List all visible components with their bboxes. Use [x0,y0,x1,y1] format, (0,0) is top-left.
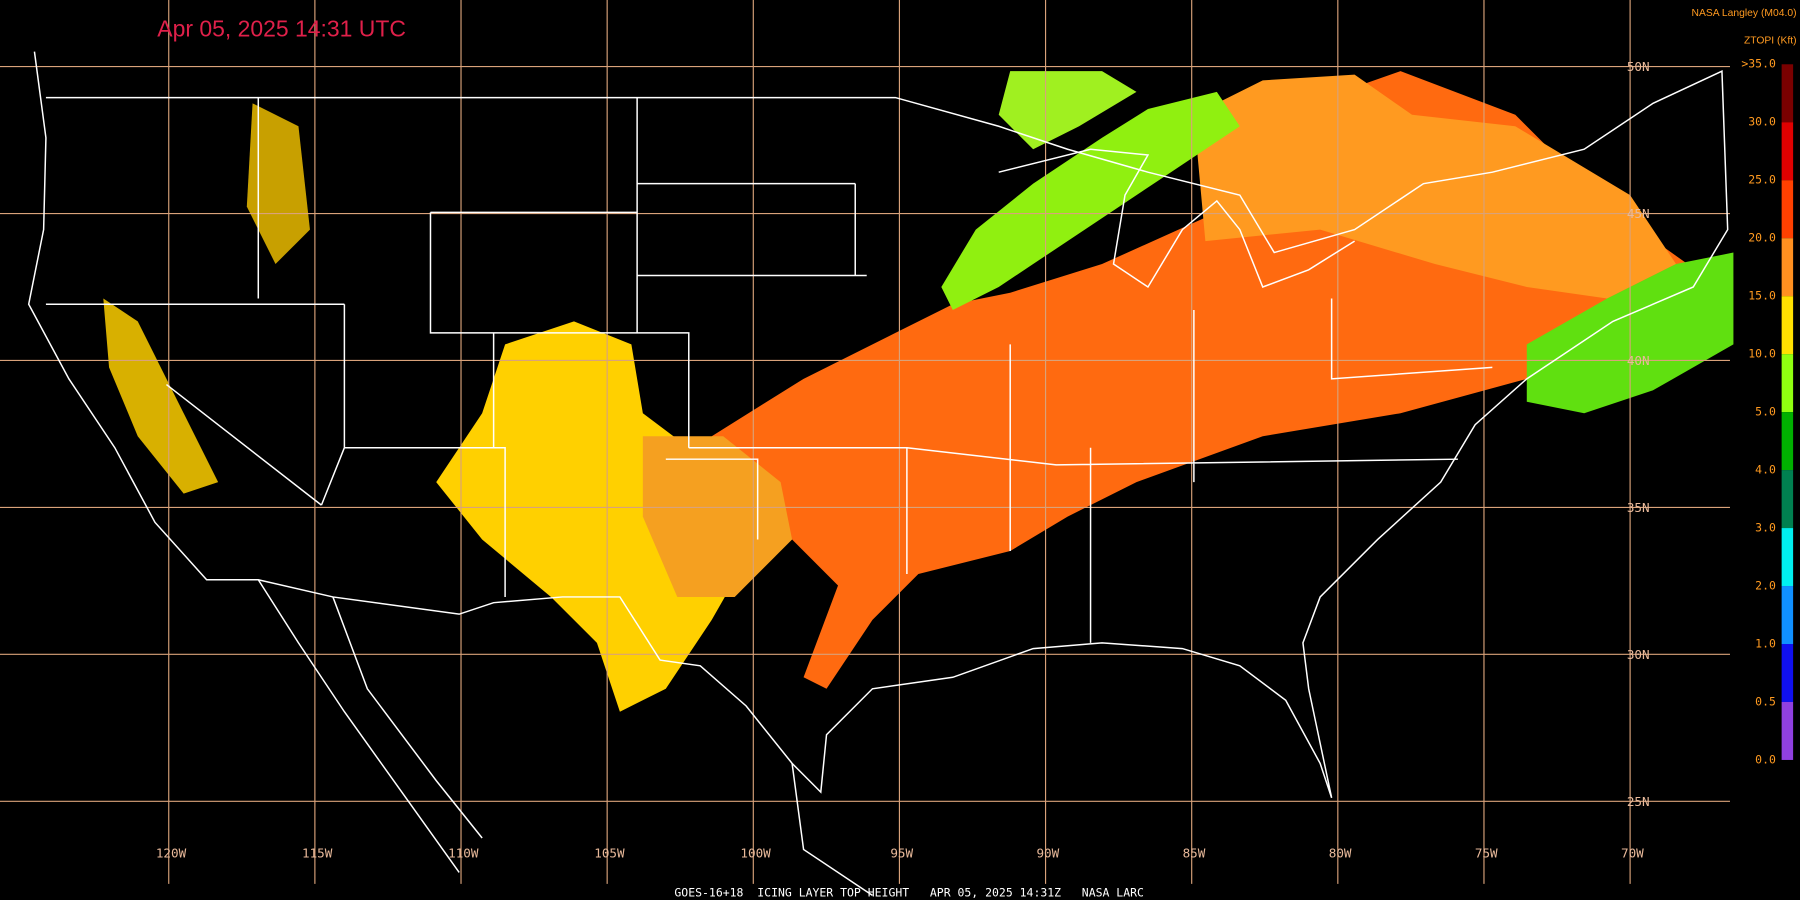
longitude-label: 80W [1329,846,1352,861]
latitude-label: 45N [1627,206,1650,221]
colorbar-segment [1781,122,1794,181]
footer: GOES-16+18 ICING LAYER TOP HEIGHT APR 05… [674,886,1144,900]
colorbar-label: 0.5 [1755,694,1776,708]
colorbar-segment [1781,64,1794,123]
colorbar-label: 4.0 [1755,463,1776,477]
latitude-label: 50N [1627,59,1650,74]
longitude-label: 95W [890,846,913,861]
great-lakes [998,148,1355,289]
orange-light-area [1193,74,1677,299]
colorbar-label: 25.0 [1748,173,1776,187]
yellow-north [246,103,310,265]
longitude-label: 110W [448,846,479,861]
icing-field [103,71,1734,712]
colorbar-segment [1781,586,1794,645]
longitude-label: 105W [594,846,625,861]
colorbar-label: 3.0 [1755,521,1776,535]
colorbar-segment [1781,238,1794,297]
longitude-label: 100W [740,846,771,861]
colorbar-label: 30.0 [1748,115,1776,129]
yellow-west [103,298,219,494]
longitude-label: 75W [1475,846,1498,861]
longitude-label: 120W [156,846,187,861]
state-lines [45,97,1493,643]
longitude-label: 90W [1036,846,1059,861]
colorbar-label: 2.0 [1755,578,1776,592]
orange-southwest [642,436,793,597]
us-outline [27,51,1729,799]
longitude-label: 115W [302,846,333,861]
colorbar-label: 1.0 [1755,636,1776,650]
colorbar-segment [1781,180,1794,239]
colorbar-segment [1781,296,1794,355]
colorbar-label: 5.0 [1755,405,1776,419]
colorbar-label: >35.0 [1741,57,1776,71]
latitude-label: 25N [1627,794,1650,809]
green-north [998,71,1137,150]
colorbar: >35.0 30.0 25.0 20.0 15.0 10.0 5.0 4.0 3.0 2.0 1.0… [1741,57,1794,766]
colorbar-label: 15.0 [1748,289,1776,303]
boundaries [27,51,1729,897]
colorbar-label: 10.0 [1748,347,1776,361]
colorbar-segment [1781,644,1794,702]
labels: 120W 115W 110W 105W 100W 95W 90W 85W 80W 75W 70W 50… [156,59,1650,860]
colorbar-label: 0.0 [1755,752,1776,766]
colorbar-segment [1781,701,1794,760]
longitude-label: 70W [1621,846,1644,861]
latitude-label: 35N [1627,500,1650,515]
graticule [0,0,1730,884]
mexico-coast [257,579,873,897]
colorbar-segment [1781,412,1794,471]
colorbar-label: 20.0 [1748,231,1776,245]
timestamp: Apr 05, 2025 14:31 UTC [157,16,406,42]
yellow-southwest [436,321,758,712]
colorbar-segment [1781,470,1794,529]
colorbar-segment [1781,354,1794,413]
product-label: ZTOPI (Kft) [1744,36,1797,47]
green-strip [941,91,1240,310]
longitude-label: 85W [1183,846,1206,861]
colorbar-segment [1781,528,1794,587]
source-label: NASA Langley (M04.0) [1691,8,1796,19]
latitude-label: 30N [1627,647,1650,662]
latitude-label: 40N [1627,353,1650,368]
